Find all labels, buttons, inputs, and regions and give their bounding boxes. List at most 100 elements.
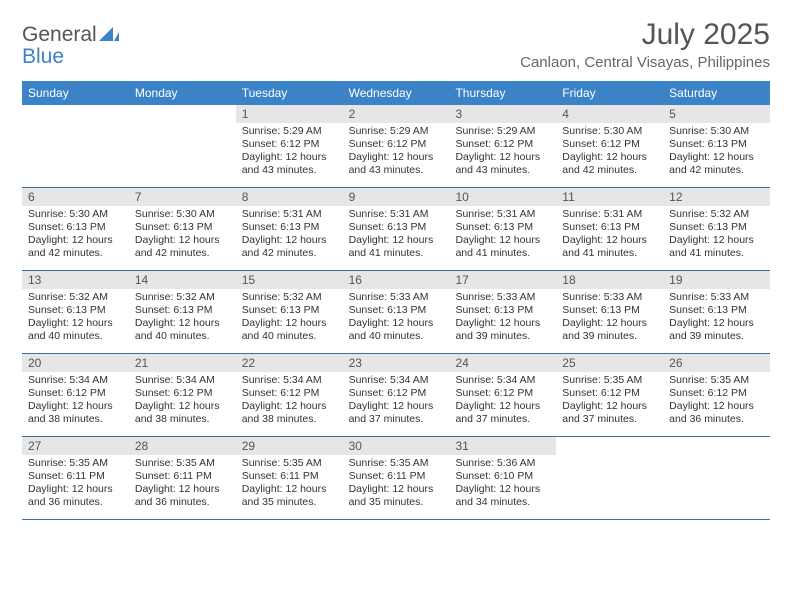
sunrise-line: Sunrise: 5:35 AM	[669, 374, 764, 387]
sunset-line: Sunset: 6:12 PM	[562, 387, 657, 400]
sunset-line: Sunset: 6:12 PM	[242, 387, 337, 400]
sunrise-line: Sunrise: 5:36 AM	[455, 457, 550, 470]
sunset-line: Sunset: 6:13 PM	[669, 221, 764, 234]
calendar-cell: 13Sunrise: 5:32 AMSunset: 6:13 PMDayligh…	[22, 271, 129, 353]
calendar-cell: 21Sunrise: 5:34 AMSunset: 6:12 PMDayligh…	[129, 354, 236, 436]
sunrise-line: Sunrise: 5:32 AM	[28, 291, 123, 304]
daylight-line: Daylight: 12 hours and 43 minutes.	[455, 151, 550, 177]
daylight-line: Daylight: 12 hours and 37 minutes.	[349, 400, 444, 426]
day-number: 20	[22, 354, 129, 372]
daylight-line: Daylight: 12 hours and 41 minutes.	[349, 234, 444, 260]
sunrise-line: Sunrise: 5:34 AM	[455, 374, 550, 387]
daylight-line: Daylight: 12 hours and 39 minutes.	[669, 317, 764, 343]
sunset-line: Sunset: 6:11 PM	[28, 470, 123, 483]
day-number: 13	[22, 271, 129, 289]
calendar-week: 1Sunrise: 5:29 AMSunset: 6:12 PMDaylight…	[22, 105, 770, 188]
calendar-cell	[556, 437, 663, 519]
day-details: Sunrise: 5:33 AMSunset: 6:13 PMDaylight:…	[449, 289, 556, 344]
daylight-line: Daylight: 12 hours and 39 minutes.	[455, 317, 550, 343]
day-details: Sunrise: 5:35 AMSunset: 6:12 PMDaylight:…	[556, 372, 663, 427]
day-number: 27	[22, 437, 129, 455]
calendar-cell: 30Sunrise: 5:35 AMSunset: 6:11 PMDayligh…	[343, 437, 450, 519]
day-number	[22, 105, 129, 123]
day-details: Sunrise: 5:34 AMSunset: 6:12 PMDaylight:…	[22, 372, 129, 427]
sunrise-line: Sunrise: 5:34 AM	[135, 374, 230, 387]
calendar-cell: 9Sunrise: 5:31 AMSunset: 6:13 PMDaylight…	[343, 188, 450, 270]
daylight-line: Daylight: 12 hours and 42 minutes.	[242, 234, 337, 260]
sunset-line: Sunset: 6:12 PM	[562, 138, 657, 151]
day-number: 28	[129, 437, 236, 455]
calendar-header-row: SundayMondayTuesdayWednesdayThursdayFrid…	[22, 81, 770, 105]
daylight-line: Daylight: 12 hours and 43 minutes.	[242, 151, 337, 177]
calendar-cell: 4Sunrise: 5:30 AMSunset: 6:12 PMDaylight…	[556, 105, 663, 187]
header: General Blue July 2025 Canlaon, Central …	[22, 18, 770, 71]
sunset-line: Sunset: 6:12 PM	[455, 387, 550, 400]
daylight-line: Daylight: 12 hours and 40 minutes.	[28, 317, 123, 343]
daylight-line: Daylight: 12 hours and 37 minutes.	[455, 400, 550, 426]
sunset-line: Sunset: 6:12 PM	[28, 387, 123, 400]
day-header: Sunday	[22, 81, 129, 105]
daylight-line: Daylight: 12 hours and 42 minutes.	[135, 234, 230, 260]
calendar-cell: 27Sunrise: 5:35 AMSunset: 6:11 PMDayligh…	[22, 437, 129, 519]
sunset-line: Sunset: 6:13 PM	[562, 221, 657, 234]
calendar-cell: 22Sunrise: 5:34 AMSunset: 6:12 PMDayligh…	[236, 354, 343, 436]
day-number: 23	[343, 354, 450, 372]
day-details: Sunrise: 5:33 AMSunset: 6:13 PMDaylight:…	[663, 289, 770, 344]
sunrise-line: Sunrise: 5:32 AM	[135, 291, 230, 304]
daylight-line: Daylight: 12 hours and 35 minutes.	[242, 483, 337, 509]
day-number: 3	[449, 105, 556, 123]
sunset-line: Sunset: 6:12 PM	[455, 138, 550, 151]
calendar-cell: 19Sunrise: 5:33 AMSunset: 6:13 PMDayligh…	[663, 271, 770, 353]
sunrise-line: Sunrise: 5:32 AM	[669, 208, 764, 221]
sunrise-line: Sunrise: 5:29 AM	[242, 125, 337, 138]
calendar-cell	[22, 105, 129, 187]
sunrise-line: Sunrise: 5:35 AM	[242, 457, 337, 470]
day-number	[129, 105, 236, 123]
daylight-line: Daylight: 12 hours and 41 minutes.	[669, 234, 764, 260]
daylight-line: Daylight: 12 hours and 36 minutes.	[28, 483, 123, 509]
sunrise-line: Sunrise: 5:35 AM	[135, 457, 230, 470]
day-details: Sunrise: 5:35 AMSunset: 6:11 PMDaylight:…	[129, 455, 236, 510]
day-details: Sunrise: 5:30 AMSunset: 6:13 PMDaylight:…	[663, 123, 770, 178]
day-details: Sunrise: 5:34 AMSunset: 6:12 PMDaylight:…	[343, 372, 450, 427]
sunrise-line: Sunrise: 5:34 AM	[349, 374, 444, 387]
day-number: 6	[22, 188, 129, 206]
daylight-line: Daylight: 12 hours and 38 minutes.	[28, 400, 123, 426]
sunrise-line: Sunrise: 5:32 AM	[242, 291, 337, 304]
sunrise-line: Sunrise: 5:31 AM	[349, 208, 444, 221]
calendar-cell: 17Sunrise: 5:33 AMSunset: 6:13 PMDayligh…	[449, 271, 556, 353]
sunset-line: Sunset: 6:11 PM	[242, 470, 337, 483]
day-details: Sunrise: 5:32 AMSunset: 6:13 PMDaylight:…	[236, 289, 343, 344]
calendar-week: 6Sunrise: 5:30 AMSunset: 6:13 PMDaylight…	[22, 188, 770, 271]
day-number: 19	[663, 271, 770, 289]
sunset-line: Sunset: 6:13 PM	[349, 304, 444, 317]
daylight-line: Daylight: 12 hours and 36 minutes.	[669, 400, 764, 426]
calendar-cell: 24Sunrise: 5:34 AMSunset: 6:12 PMDayligh…	[449, 354, 556, 436]
day-number: 5	[663, 105, 770, 123]
sunset-line: Sunset: 6:11 PM	[135, 470, 230, 483]
sunset-line: Sunset: 6:13 PM	[349, 221, 444, 234]
day-number	[556, 437, 663, 455]
calendar-cell: 15Sunrise: 5:32 AMSunset: 6:13 PMDayligh…	[236, 271, 343, 353]
sunrise-line: Sunrise: 5:33 AM	[349, 291, 444, 304]
sunrise-line: Sunrise: 5:34 AM	[242, 374, 337, 387]
calendar-cell: 31Sunrise: 5:36 AMSunset: 6:10 PMDayligh…	[449, 437, 556, 519]
daylight-line: Daylight: 12 hours and 40 minutes.	[135, 317, 230, 343]
day-header: Friday	[556, 81, 663, 105]
logo-word1: General	[22, 23, 97, 46]
day-details: Sunrise: 5:35 AMSunset: 6:11 PMDaylight:…	[236, 455, 343, 510]
logo-word2: Blue	[22, 45, 64, 68]
day-number: 17	[449, 271, 556, 289]
day-number: 21	[129, 354, 236, 372]
day-details: Sunrise: 5:29 AMSunset: 6:12 PMDaylight:…	[343, 123, 450, 178]
sunrise-line: Sunrise: 5:35 AM	[562, 374, 657, 387]
calendar-cell: 6Sunrise: 5:30 AMSunset: 6:13 PMDaylight…	[22, 188, 129, 270]
sunset-line: Sunset: 6:13 PM	[669, 138, 764, 151]
sunset-line: Sunset: 6:12 PM	[349, 387, 444, 400]
sunset-line: Sunset: 6:12 PM	[135, 387, 230, 400]
calendar-cell: 2Sunrise: 5:29 AMSunset: 6:12 PMDaylight…	[343, 105, 450, 187]
daylight-line: Daylight: 12 hours and 42 minutes.	[562, 151, 657, 177]
calendar-body: 1Sunrise: 5:29 AMSunset: 6:12 PMDaylight…	[22, 105, 770, 520]
day-details: Sunrise: 5:31 AMSunset: 6:13 PMDaylight:…	[236, 206, 343, 261]
day-number: 8	[236, 188, 343, 206]
